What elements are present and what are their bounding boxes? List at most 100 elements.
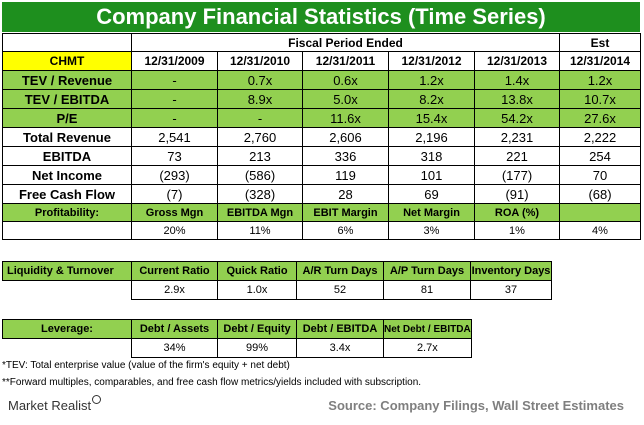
magnifier-icon	[92, 395, 102, 404]
table-cell: 28	[302, 184, 389, 204]
profitability-label: Profitability:	[2, 203, 132, 222]
metric-value: 20%	[131, 221, 218, 240]
table-cell: 1.2x	[388, 70, 475, 90]
metric-value: 99%	[217, 338, 297, 358]
metric-header: Debt / Equity	[217, 319, 297, 339]
table-cell: 10.7x	[559, 89, 641, 109]
source-note: Source: Company Filings, Wall Street Est…	[328, 398, 624, 413]
table-cell: 8.9x	[217, 89, 303, 109]
metric-value: 4%	[559, 221, 641, 240]
brand-name: Market Realist	[8, 398, 92, 413]
metric-value: 81	[383, 280, 471, 300]
footnote-forward: **Forward multiples, comparables, and fr…	[2, 377, 422, 388]
metric-value: 3%	[388, 221, 475, 240]
financial-table: Fiscal Period Ended Est CHMT 12/31/2009 …	[2, 33, 641, 240]
metric-value: 6%	[302, 221, 389, 240]
table-cell: -	[131, 108, 218, 128]
metric-value: 2.9x	[131, 280, 218, 300]
blank-cell	[2, 221, 132, 240]
table-cell: (177)	[474, 165, 560, 185]
metric-header: EBITDA Mgn	[217, 203, 303, 222]
table-cell: 0.7x	[217, 70, 303, 90]
blank-cell	[2, 280, 132, 300]
date-header: 12/31/2013	[474, 51, 560, 71]
table-row: EBITDA 73 213 336 318 221 254	[2, 146, 641, 166]
metric-header: Debt / Assets	[131, 319, 218, 339]
metric-header: Inventory Days	[470, 261, 552, 281]
leverage-label: Leverage:	[2, 319, 132, 339]
metric-header: Gross Mgn	[131, 203, 218, 222]
table-cell: 101	[388, 165, 475, 185]
metric-header: Net Debt / EBITDA	[383, 319, 472, 339]
profitability-values-row: 20% 11% 6% 3% 1% 4%	[2, 221, 641, 240]
metric-header: Net Margin	[388, 203, 475, 222]
table-cell: 27.6x	[559, 108, 641, 128]
row-label: Free Cash Flow	[2, 184, 132, 204]
table-cell: 119	[302, 165, 389, 185]
row-label: TEV / EBITDA	[2, 89, 132, 109]
row-label: P/E	[2, 108, 132, 128]
liquidity-table: Liquidity & Turnover Current Ratio Quick…	[2, 261, 552, 300]
metric-header: ROA (%)	[474, 203, 560, 222]
table-row: P/E - - 11.6x 15.4x 54.2x 27.6x	[2, 108, 641, 128]
date-header: 12/31/2009	[131, 51, 218, 71]
table-cell: 70	[559, 165, 641, 185]
metric-value: 37	[470, 280, 552, 300]
liquidity-label: Liquidity & Turnover	[2, 261, 132, 281]
brand-logo: Market Realist	[8, 395, 102, 413]
table-cell: (586)	[217, 165, 303, 185]
table-cell: -	[131, 89, 218, 109]
table-cell: 1.2x	[559, 70, 641, 90]
table-row: TEV / EBITDA - 8.9x 5.0x 8.2x 13.8x 10.7…	[2, 89, 641, 109]
table-cell: (293)	[131, 165, 218, 185]
table-cell: 2,606	[302, 127, 389, 147]
table-cell: (68)	[559, 184, 641, 204]
date-header: 12/31/2014	[559, 51, 641, 71]
header-blank	[2, 33, 132, 52]
metric-value: 1%	[474, 221, 560, 240]
table-cell: 2,231	[474, 127, 560, 147]
est-header: Est	[559, 33, 641, 52]
metric-header: Current Ratio	[131, 261, 218, 281]
table-cell: 11.6x	[302, 108, 389, 128]
table-cell: 8.2x	[388, 89, 475, 109]
metric-header: EBIT Margin	[302, 203, 389, 222]
table-cell: (7)	[131, 184, 218, 204]
metric-header: Quick Ratio	[217, 261, 297, 281]
table-cell: 213	[217, 146, 303, 166]
row-label: EBITDA	[2, 146, 132, 166]
table-row: Total Revenue 2,541 2,760 2,606 2,196 2,…	[2, 127, 641, 147]
period-group-header: Fiscal Period Ended	[131, 33, 560, 52]
metric-value: 2.7x	[383, 338, 472, 358]
table-cell: 221	[474, 146, 560, 166]
metric-header: A/R Turn Days	[296, 261, 384, 281]
table-cell: 254	[559, 146, 641, 166]
profitability-header-row: Profitability: Gross Mgn EBITDA Mgn EBIT…	[2, 203, 641, 222]
date-header: 12/31/2012	[388, 51, 475, 71]
footnote-tev: *TEV: Total enterprise value (value of t…	[2, 360, 290, 371]
table-row: Net Income (293) (586) 119 101 (177) 70	[2, 165, 641, 185]
table-cell: 54.2x	[474, 108, 560, 128]
metric-value: 3.4x	[296, 338, 384, 358]
ticker-cell: CHMT	[2, 51, 132, 71]
metric-value: 11%	[217, 221, 303, 240]
table-cell: 318	[388, 146, 475, 166]
table-cell: 1.4x	[474, 70, 560, 90]
table-row: TEV / Revenue - 0.7x 0.6x 1.2x 1.4x 1.2x	[2, 70, 641, 90]
table-cell: 2,760	[217, 127, 303, 147]
metric-value: 34%	[131, 338, 218, 358]
metric-value: 52	[296, 280, 384, 300]
table-row: Free Cash Flow (7) (328) 28 69 (91) (68)	[2, 184, 641, 204]
date-header: 12/31/2011	[302, 51, 389, 71]
table-cell: 2,196	[388, 127, 475, 147]
table-cell: 15.4x	[388, 108, 475, 128]
date-header: 12/31/2010	[217, 51, 303, 71]
table-cell: -	[131, 70, 218, 90]
blank-cell	[2, 338, 132, 358]
table-cell: 2,222	[559, 127, 641, 147]
row-label: Net Income	[2, 165, 132, 185]
table-cell: (328)	[217, 184, 303, 204]
metric-value: 1.0x	[217, 280, 297, 300]
table-cell: 73	[131, 146, 218, 166]
row-label: TEV / Revenue	[2, 70, 132, 90]
